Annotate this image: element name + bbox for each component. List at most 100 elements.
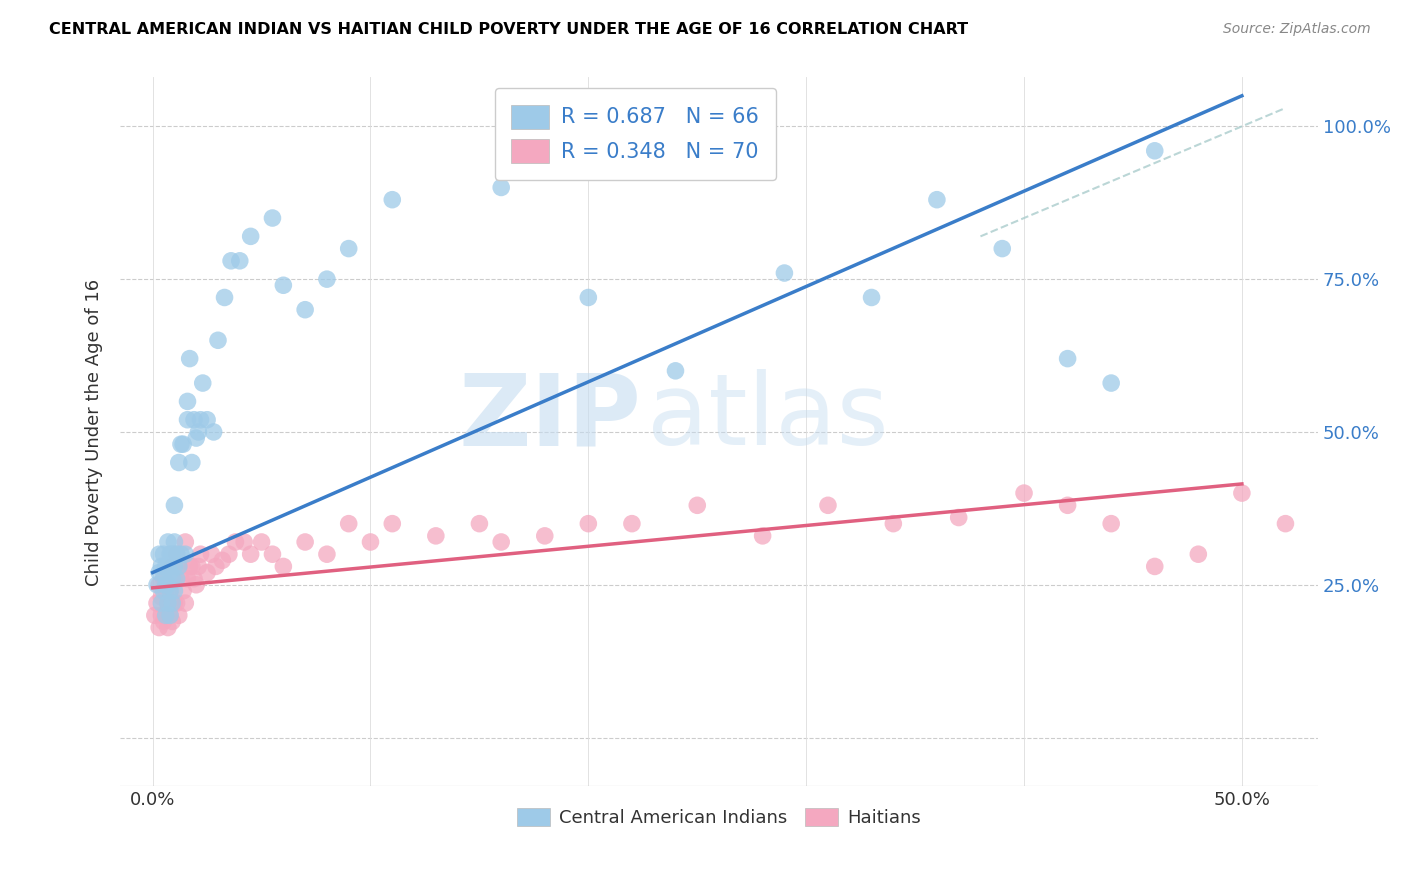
Point bbox=[166, 547, 188, 561]
Point bbox=[166, 572, 188, 586]
Point bbox=[202, 425, 225, 439]
Point bbox=[187, 425, 209, 439]
Point bbox=[860, 291, 883, 305]
Point bbox=[180, 456, 202, 470]
Point bbox=[174, 547, 197, 561]
Point bbox=[143, 608, 166, 623]
Y-axis label: Child Poverty Under the Age of 16: Child Poverty Under the Age of 16 bbox=[86, 278, 103, 585]
Point bbox=[156, 621, 179, 635]
Text: CENTRAL AMERICAN INDIAN VS HAITIAN CHILD POVERTY UNDER THE AGE OF 16 CORRELATION: CENTRAL AMERICAN INDIAN VS HAITIAN CHILD… bbox=[49, 22, 969, 37]
Point bbox=[156, 578, 179, 592]
Point bbox=[233, 535, 256, 549]
Point bbox=[159, 608, 181, 623]
Point bbox=[148, 566, 170, 580]
Point bbox=[156, 535, 179, 549]
Point bbox=[183, 413, 205, 427]
Point bbox=[167, 559, 190, 574]
Point bbox=[152, 615, 174, 629]
Point bbox=[148, 621, 170, 635]
Point bbox=[1056, 498, 1078, 512]
Text: Source: ZipAtlas.com: Source: ZipAtlas.com bbox=[1223, 22, 1371, 37]
Point bbox=[162, 572, 184, 586]
Point bbox=[156, 596, 179, 610]
Point bbox=[159, 547, 181, 561]
Point bbox=[1143, 559, 1166, 574]
Point bbox=[179, 559, 201, 574]
Point bbox=[162, 596, 184, 610]
Point bbox=[425, 529, 447, 543]
Point bbox=[817, 498, 839, 512]
Point bbox=[218, 547, 240, 561]
Point bbox=[211, 553, 233, 567]
Point bbox=[229, 253, 252, 268]
Point bbox=[148, 547, 170, 561]
Point bbox=[150, 590, 173, 604]
Point bbox=[163, 596, 186, 610]
Point bbox=[176, 413, 198, 427]
Point bbox=[155, 608, 177, 623]
Point bbox=[204, 559, 226, 574]
Point bbox=[152, 572, 174, 586]
Point bbox=[576, 516, 599, 531]
Point bbox=[191, 376, 214, 390]
Point bbox=[163, 572, 186, 586]
Point bbox=[155, 608, 177, 623]
Point bbox=[468, 516, 491, 531]
Point bbox=[576, 291, 599, 305]
Point bbox=[156, 596, 179, 610]
Point bbox=[360, 535, 382, 549]
Point bbox=[152, 547, 174, 561]
Point bbox=[152, 566, 174, 580]
Point bbox=[1361, 529, 1384, 543]
Point bbox=[183, 572, 205, 586]
Point bbox=[166, 596, 188, 610]
Point bbox=[159, 583, 181, 598]
Point bbox=[200, 547, 222, 561]
Point bbox=[533, 529, 555, 543]
Point bbox=[262, 211, 284, 225]
Point bbox=[167, 608, 190, 623]
Point bbox=[146, 596, 169, 610]
Point bbox=[150, 596, 173, 610]
Point bbox=[155, 578, 177, 592]
Point bbox=[163, 583, 186, 598]
Point bbox=[166, 547, 188, 561]
Point bbox=[156, 559, 179, 574]
Point bbox=[337, 516, 360, 531]
Point bbox=[1187, 547, 1209, 561]
Point bbox=[337, 242, 360, 256]
Point bbox=[159, 583, 181, 598]
Point bbox=[159, 608, 181, 623]
Point bbox=[170, 547, 193, 561]
Point bbox=[172, 583, 194, 598]
Point bbox=[489, 535, 512, 549]
Point bbox=[163, 498, 186, 512]
Point bbox=[1012, 486, 1035, 500]
Point bbox=[1056, 351, 1078, 366]
Point bbox=[239, 547, 262, 561]
Point bbox=[239, 229, 262, 244]
Point bbox=[162, 615, 184, 629]
Point bbox=[620, 516, 643, 531]
Point bbox=[316, 272, 339, 286]
Point bbox=[186, 431, 208, 445]
Point bbox=[176, 394, 198, 409]
Point bbox=[686, 498, 709, 512]
Point bbox=[751, 529, 773, 543]
Point bbox=[250, 535, 273, 549]
Point bbox=[948, 510, 970, 524]
Point bbox=[195, 566, 218, 580]
Point bbox=[1317, 510, 1340, 524]
Point bbox=[381, 193, 404, 207]
Point bbox=[174, 535, 197, 549]
Point bbox=[170, 437, 193, 451]
Point bbox=[1143, 144, 1166, 158]
Point bbox=[190, 547, 212, 561]
Point bbox=[1274, 516, 1296, 531]
Point bbox=[179, 351, 201, 366]
Point bbox=[170, 572, 193, 586]
Point bbox=[224, 535, 246, 549]
Point bbox=[172, 437, 194, 451]
Point bbox=[186, 578, 208, 592]
Point bbox=[195, 413, 218, 427]
